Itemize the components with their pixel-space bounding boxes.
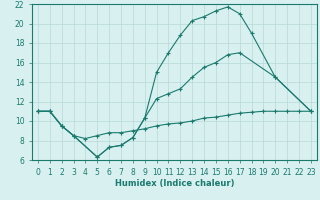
X-axis label: Humidex (Indice chaleur): Humidex (Indice chaleur) xyxy=(115,179,234,188)
